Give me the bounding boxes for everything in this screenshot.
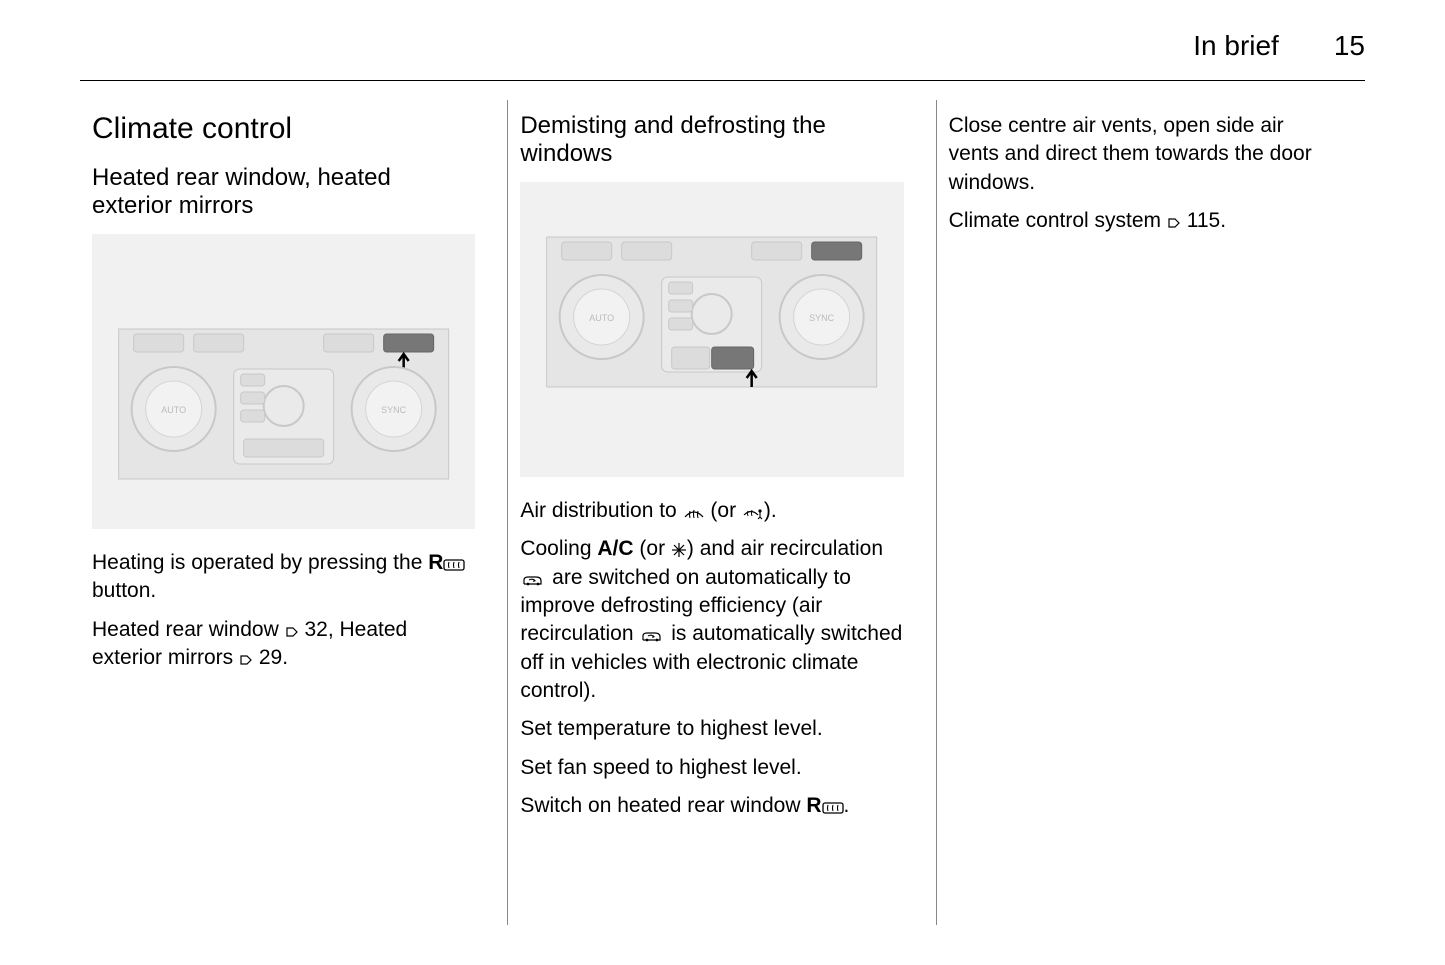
text: . [844, 794, 850, 817]
text: Climate control system [949, 209, 1167, 232]
recirculation-icon [520, 568, 546, 589]
page-ref: 32 [304, 618, 327, 641]
body-text: Heating is operated by pressing the R bu… [92, 549, 475, 606]
svg-text:AUTO: AUTO [590, 313, 615, 323]
rear-defrost-icon [443, 553, 465, 574]
column-3: Close centre air vents, open side air ve… [937, 100, 1365, 925]
rear-defrost-icon [822, 796, 844, 817]
windscreen-defrost-icon [683, 501, 705, 522]
page-ref-icon [285, 620, 299, 641]
text: (or [705, 499, 742, 522]
text: Cooling [520, 537, 597, 560]
page-ref-icon [1167, 211, 1181, 232]
body-text: Cooling A/C (or ) and air recirculation … [520, 535, 903, 705]
climate-panel-illustration-2: AUTO SYNC [520, 182, 903, 477]
body-text: Switch on heated rear window R. [520, 792, 903, 820]
page-ref-icon [239, 648, 253, 669]
body-text: Close centre air vents, open side air ve… [949, 112, 1333, 197]
section-title: In brief [1193, 30, 1279, 62]
text: ). [764, 499, 777, 522]
page-header: In brief 15 [1193, 30, 1365, 62]
page-ref: 29 [259, 646, 282, 669]
text: Switch on heated rear window [520, 794, 806, 817]
subsection-heading: Demisting and defrosting the windows [520, 112, 903, 168]
svg-text:AUTO: AUTO [161, 405, 186, 415]
recirculation-icon [639, 624, 665, 645]
r-label: R [428, 551, 443, 574]
body-text: Set temperature to highest level. [520, 715, 903, 743]
body-text: Heated rear window 32, Heated exterior m… [92, 616, 475, 673]
text: Air distribution to [520, 499, 682, 522]
svg-text:SYNC: SYNC [809, 313, 835, 323]
body-text: Set fan speed to highest level. [520, 754, 903, 782]
body-text: Climate control system 115. [949, 207, 1333, 235]
windscreen-person-icon [742, 501, 764, 522]
r-label: R [806, 794, 821, 817]
section-heading: Climate control [92, 112, 475, 146]
text: . [1220, 209, 1226, 232]
text: . [282, 646, 288, 669]
subsection-heading: Heated rear window, heated exterior mirr… [92, 164, 475, 220]
text: Heated rear window [92, 618, 285, 641]
column-1: Climate control Heated rear window, heat… [80, 100, 508, 925]
page-number: 15 [1334, 30, 1365, 62]
page-ref: 115 [1187, 209, 1220, 232]
text: button. [92, 579, 156, 602]
text: ) and air recirculation [687, 537, 883, 560]
text: Heating is operated by pressing the [92, 551, 428, 574]
content-columns: Climate control Heated rear window, heat… [80, 100, 1365, 925]
svg-text:SYNC: SYNC [381, 405, 407, 415]
header-rule [80, 80, 1365, 81]
body-text: Air distribution to (or ). [520, 497, 903, 525]
text: (or [634, 537, 671, 560]
ac-label: A/C [597, 537, 633, 560]
snowflake-icon [671, 539, 687, 560]
column-2: Demisting and defrosting the windows AUT… [508, 100, 936, 925]
climate-panel-illustration-1: AUTO SYNC [92, 234, 475, 529]
